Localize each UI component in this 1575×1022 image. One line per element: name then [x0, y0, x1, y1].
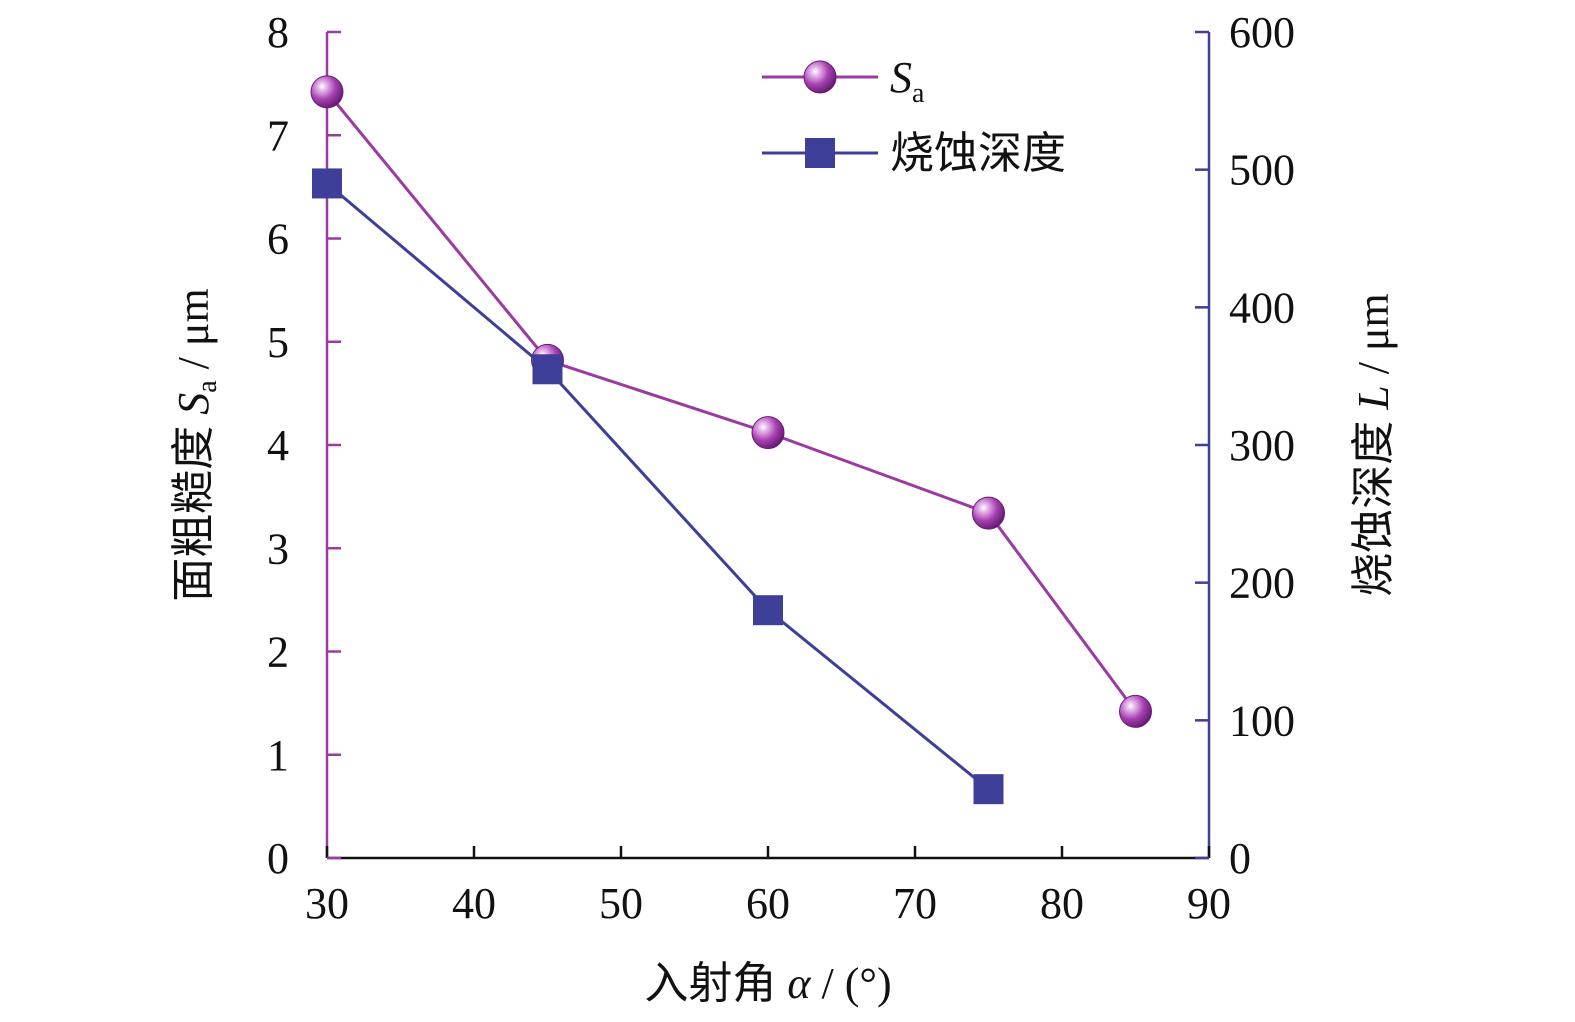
y-right-title-main: 烧蚀深度	[1349, 410, 1398, 597]
y-right-tick-label: 300	[1229, 421, 1295, 470]
x-tick-label: 80	[1040, 879, 1084, 928]
x-title-unit: / (°)	[810, 959, 891, 1008]
x-tick-label: 70	[893, 879, 937, 928]
y-left-tick-label: 7	[267, 111, 289, 160]
y-left-title-sub: a	[192, 380, 223, 393]
y-right-tick-label: 500	[1229, 146, 1295, 195]
x-tick-label: 50	[599, 879, 643, 928]
x-tick-label: 40	[452, 879, 496, 928]
legend-marker-depth	[805, 138, 835, 168]
x-tick-label: 90	[1187, 879, 1231, 928]
point-sa	[751, 416, 785, 450]
series-layer	[310, 75, 1152, 805]
series-line-sa	[325, 90, 1137, 713]
point-depth	[973, 774, 1004, 805]
y-right-tick-label: 600	[1229, 8, 1295, 57]
legend-label-sa: Sa	[890, 53, 925, 109]
y-right-tick-label: 100	[1229, 696, 1295, 745]
y-left-tick-label: 6	[267, 215, 289, 264]
y-left-tick-label: 0	[267, 834, 289, 883]
y-left-tick-label: 1	[267, 731, 289, 780]
x-tick-label: 60	[746, 879, 790, 928]
y-right-title-unit: / μm	[1349, 293, 1398, 385]
y-right-tick-label: 0	[1229, 834, 1251, 883]
series-line-depth	[326, 182, 990, 791]
y-left-tick-label: 3	[267, 524, 289, 573]
y-left-tick-label: 5	[267, 318, 289, 367]
y-left-title-symbol: S	[169, 393, 218, 415]
point-sa	[972, 496, 1005, 530]
y-left-title-unit: / μm	[169, 288, 218, 380]
point-sa	[310, 75, 344, 109]
point-depth	[532, 354, 563, 385]
point-sa	[1119, 694, 1152, 728]
legend-sa-sub: a	[912, 78, 925, 109]
point-depth	[312, 168, 342, 199]
y-left-title-main: 面粗糙度	[169, 415, 218, 602]
x-title-symbol: α	[787, 959, 811, 1008]
y-left-tick-label: 8	[267, 8, 289, 57]
y-left-tick-label: 2	[267, 628, 289, 677]
point-depth	[753, 595, 783, 626]
y-right-tick-label: 200	[1229, 559, 1295, 608]
x-title-main: 入射角	[644, 959, 787, 1008]
y-left-tick-label: 4	[267, 421, 289, 470]
y-right-title-symbol: L	[1349, 385, 1398, 410]
y-left-axis-title: 面粗糙度 Sa / μm	[169, 288, 223, 601]
x-axis-title: 入射角 α / (°)	[644, 959, 891, 1008]
legend	[762, 60, 878, 168]
x-tick-label: 30	[305, 879, 349, 928]
y-right-axis-title: 烧蚀深度 L / μm	[1349, 293, 1398, 597]
y-right-tick-label: 400	[1229, 283, 1295, 332]
axes: 30 40 50 60 70 80 9001234567801002003004005006…	[267, 8, 1295, 928]
legend-label-depth: 烧蚀深度	[890, 129, 1066, 178]
legend-marker-sa	[803, 60, 837, 94]
legend-sa-symbol: S	[890, 53, 912, 102]
